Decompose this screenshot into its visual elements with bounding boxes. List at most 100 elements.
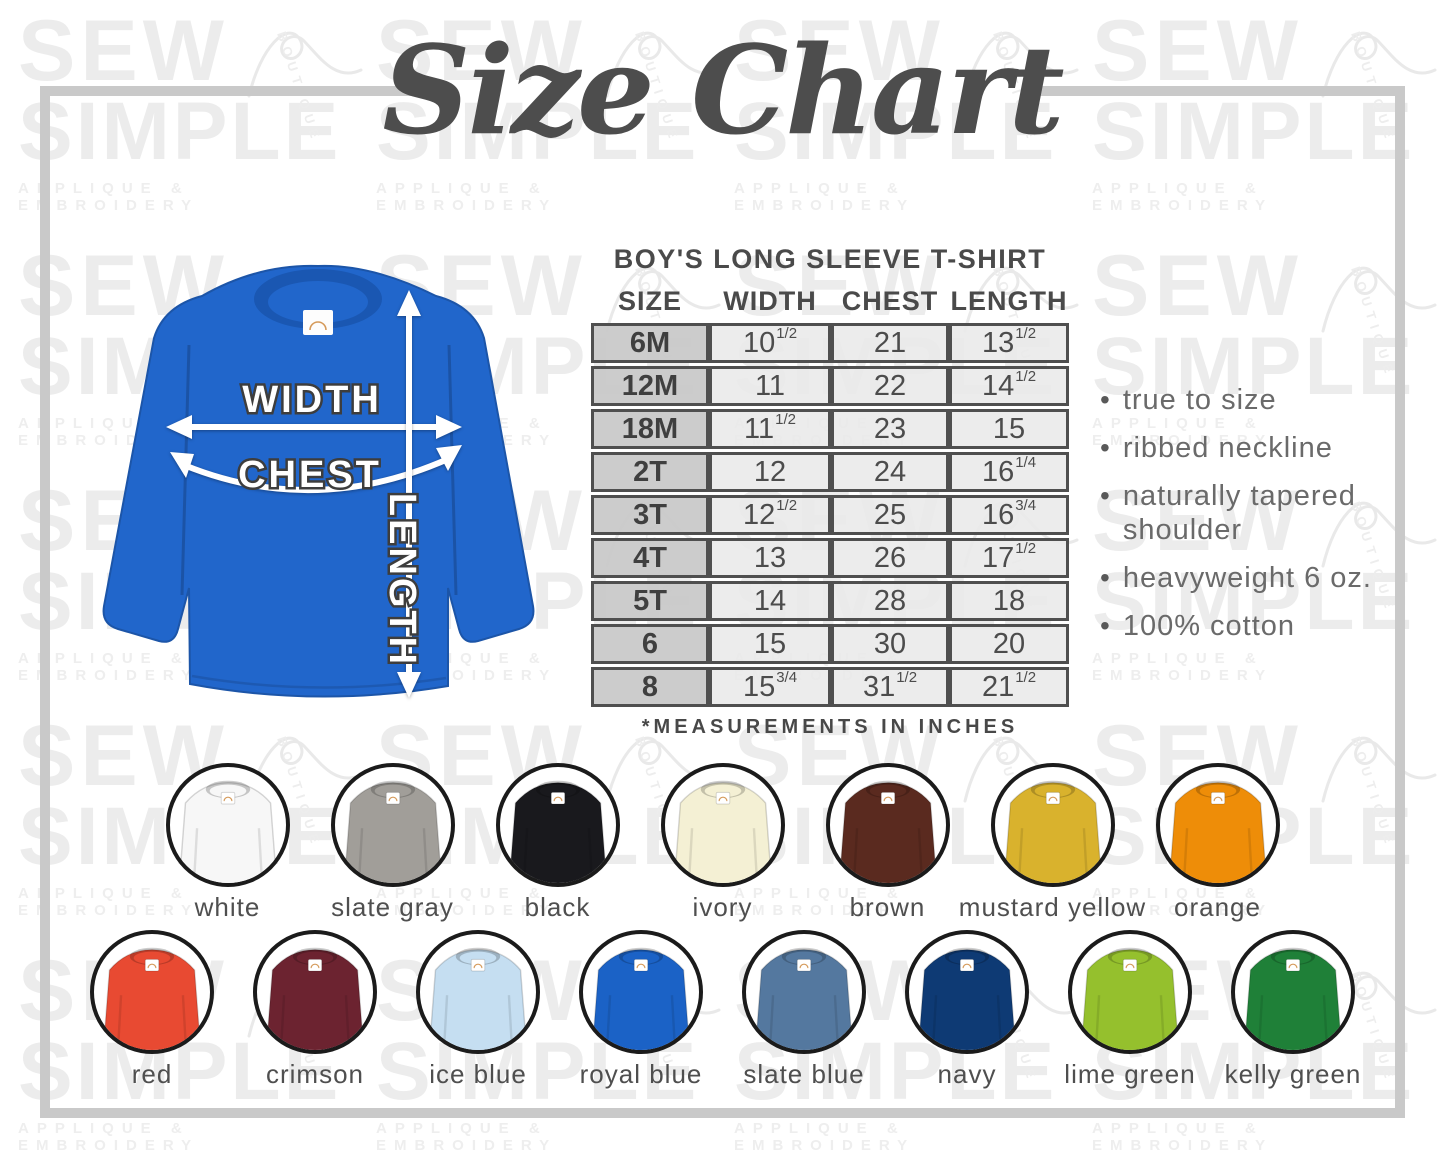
mini-shirt-graphic <box>178 780 277 883</box>
width-label: WIDTH <box>242 379 382 421</box>
color-name-label: red <box>131 1059 173 1089</box>
color-name-label: navy <box>937 1059 997 1089</box>
size-cell: 12M <box>591 366 709 406</box>
width-cell: 13 <box>709 538 831 578</box>
chest-label: CHEST <box>238 454 382 496</box>
color-swatch-lime-green: lime green <box>1049 930 1212 1090</box>
column-header-size: SIZE <box>617 286 682 316</box>
color-name-label: white <box>194 892 261 922</box>
shirt-color-circle <box>253 930 377 1054</box>
bullet-dot: • <box>1100 562 1110 593</box>
table-row: 12M 11 22 14 1/2 <box>591 366 1069 406</box>
width-cell: 11 <box>709 366 831 406</box>
shirt-color-circle <box>825 763 950 887</box>
mini-shirt-graphic <box>591 947 691 1050</box>
mini-shirt-graphic <box>102 947 202 1050</box>
shirt-color-circle <box>742 930 866 1054</box>
color-swatch-orange: orange <box>1135 763 1300 923</box>
table-row: 3T 12 1/2 25 16 3/4 <box>591 495 1069 535</box>
mini-shirt-graphic <box>265 947 365 1050</box>
color-name-label: orange <box>1174 892 1261 922</box>
shirt-color-circle <box>905 930 1029 1054</box>
mini-shirt-graphic <box>343 780 442 883</box>
chest-cell: 25 <box>831 495 949 535</box>
shirt-color-circle <box>90 930 214 1054</box>
mini-shirt-graphic <box>1080 947 1180 1050</box>
width-cell: 12 <box>709 452 831 492</box>
chest-cell: 30 <box>831 624 949 664</box>
table-row: 18M 11 1/2 23 15 <box>591 409 1069 449</box>
color-name-label: brown <box>849 892 926 922</box>
table-row: 2T 12 24 16 1/4 <box>591 452 1069 492</box>
size-table-header-row: SIZE WIDTH CHEST LENGTH <box>585 286 1075 317</box>
length-cell: 17 1/2 <box>949 538 1069 578</box>
length-cell: 16 1/4 <box>949 452 1069 492</box>
length-cell: 15 <box>949 409 1069 449</box>
table-row: 5T 14 28 18 <box>591 581 1069 621</box>
width-cell: 11 1/2 <box>709 409 831 449</box>
color-swatch-white: white <box>145 763 310 923</box>
bullet-dot: • <box>1100 610 1110 641</box>
size-table-title: BOY'S LONG SLEEVE T-SHIRT <box>613 244 1047 274</box>
column-header-width: WIDTH <box>723 286 817 316</box>
mini-shirt-graphic <box>754 947 854 1050</box>
column-header-length: LENGTH <box>950 286 1068 316</box>
mini-shirt-graphic <box>1243 947 1343 1050</box>
color-swatch-ice-blue: ice blue <box>397 930 560 1090</box>
chest-cell: 24 <box>831 452 949 492</box>
color-swatch-mustard-yellow: mustard yellow <box>959 763 1145 923</box>
width-cell: 15 3/4 <box>709 667 831 707</box>
needle-thread-icon <box>1321 266 1437 333</box>
mini-shirt-graphic <box>917 947 1017 1050</box>
shirt-measurement-diagram: WIDTH CHEST LENGTH <box>60 250 560 712</box>
color-swatch-red: red <box>71 930 234 1090</box>
bullet-dot: • <box>1100 480 1110 511</box>
color-name-label: crimson <box>265 1059 364 1089</box>
column-header-chest: CHEST <box>841 286 939 316</box>
chest-arrow <box>170 445 462 494</box>
size-table: BOY'S LONG SLEEVE T-SHIRT SIZE WIDTH CHEST… <box>585 244 1075 739</box>
watermark-boutique-script: BOUTIQUE <box>1348 264 1399 381</box>
size-cell: 5T <box>591 581 709 621</box>
page-title: Size Chart <box>382 18 1064 162</box>
feature-item: • naturally tapered shoulder <box>1100 480 1356 546</box>
shirt-color-circle <box>416 930 540 1054</box>
width-arrow <box>166 415 462 439</box>
feature-item: • ribbed neckline <box>1100 432 1333 464</box>
size-cell: 18M <box>591 409 709 449</box>
color-name-label: ivory <box>692 892 753 922</box>
color-swatch-ivory: ivory <box>640 763 805 923</box>
color-swatch-crimson: crimson <box>234 930 397 1090</box>
color-name-label: black <box>524 892 591 922</box>
color-swatch-slate-blue: slate blue <box>723 930 886 1090</box>
shirt-color-circle <box>1231 930 1355 1054</box>
width-cell: 14 <box>709 581 831 621</box>
feature-item: • heavyweight 6 oz. <box>1100 562 1372 594</box>
length-arrow <box>397 290 421 698</box>
feature-item: • 100% cotton <box>1100 610 1296 642</box>
mini-shirt-graphic <box>673 780 772 883</box>
table-row: 6M 10 1/2 21 13 1/2 <box>591 323 1069 363</box>
size-cell: 4T <box>591 538 709 578</box>
chest-cell: 28 <box>831 581 949 621</box>
color-swatch-brown: brown <box>805 763 970 923</box>
feature-list: • true to size • ribbed neckline • natur… <box>1100 383 1400 643</box>
chest-cell: 21 <box>831 323 949 363</box>
color-name-label: ice blue <box>429 1059 527 1089</box>
mini-shirt-graphic <box>508 780 607 883</box>
table-row: 4T 13 26 17 1/2 <box>591 538 1069 578</box>
chest-cell: 31 1/2 <box>831 667 949 707</box>
size-cell: 8 <box>591 667 709 707</box>
length-cell: 21 1/2 <box>949 667 1069 707</box>
shirt-color-circle <box>330 763 455 887</box>
width-cell: 12 1/2 <box>709 495 831 535</box>
color-name-label: slate gray <box>331 892 454 922</box>
color-name-label: kelly green <box>1224 1059 1362 1089</box>
chest-cell: 26 <box>831 538 949 578</box>
chest-cell: 22 <box>831 366 949 406</box>
length-label: LENGTH <box>381 493 423 667</box>
length-cell: 18 <box>949 581 1069 621</box>
shirt-color-circle <box>1068 930 1192 1054</box>
measurements-note: *MEASUREMENTS IN INCHES <box>641 716 1019 738</box>
chest-cell: 23 <box>831 409 949 449</box>
